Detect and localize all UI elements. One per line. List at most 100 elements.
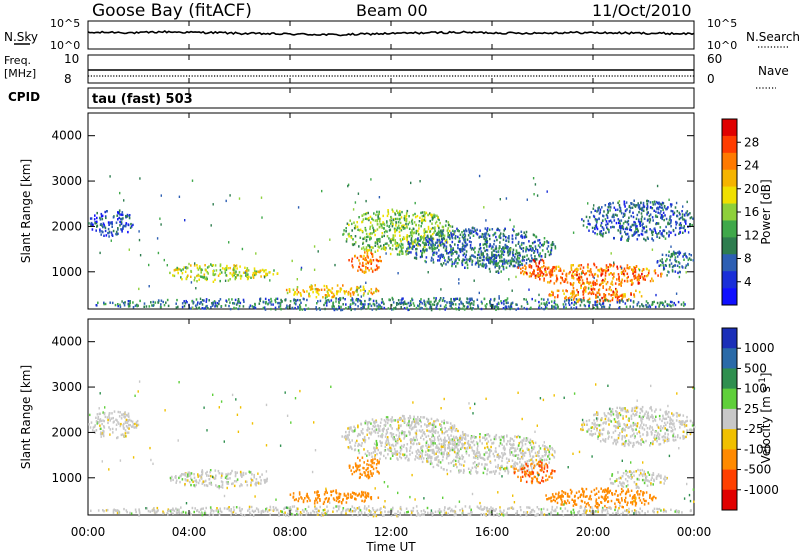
power-cell bbox=[538, 301, 540, 303]
power-cell bbox=[393, 234, 395, 236]
power-cell bbox=[367, 262, 369, 264]
power-cell bbox=[378, 290, 380, 292]
power-cell bbox=[226, 265, 228, 267]
power-cell bbox=[598, 206, 600, 208]
velocity-cell bbox=[464, 460, 466, 462]
power-cell bbox=[348, 233, 350, 235]
power-cell bbox=[508, 235, 510, 237]
power-cell bbox=[551, 274, 553, 276]
power-cell bbox=[614, 294, 616, 296]
power-cell bbox=[603, 215, 605, 217]
power-ytick-label: 4000 bbox=[51, 129, 82, 143]
power-cell bbox=[352, 238, 354, 240]
power-cell bbox=[272, 303, 274, 305]
power-cell bbox=[657, 302, 659, 304]
velocity-cell bbox=[395, 438, 397, 440]
power-cell bbox=[427, 302, 429, 304]
velocity-cell bbox=[458, 454, 460, 456]
power-cell bbox=[315, 288, 317, 290]
power-cell bbox=[660, 226, 662, 228]
power-cell bbox=[325, 300, 327, 302]
power-cell bbox=[128, 224, 130, 226]
power-cell bbox=[389, 229, 391, 231]
power-cell bbox=[389, 225, 391, 227]
power-cell bbox=[385, 249, 387, 251]
power-cell bbox=[601, 234, 603, 236]
power-cell bbox=[497, 270, 499, 272]
power-cell bbox=[397, 244, 399, 246]
power-cell bbox=[447, 236, 449, 238]
power-cell bbox=[270, 308, 272, 310]
power-cell bbox=[455, 235, 457, 237]
power-cell bbox=[518, 241, 520, 243]
power-cell bbox=[228, 305, 230, 307]
velocity-cell bbox=[208, 475, 210, 477]
power-cell bbox=[207, 266, 209, 268]
power-cell bbox=[670, 215, 672, 217]
velocity-cell bbox=[426, 442, 428, 444]
velocity-cell bbox=[420, 430, 422, 432]
power-cell bbox=[370, 263, 372, 265]
velocity-cell bbox=[370, 473, 372, 475]
power-cell bbox=[265, 273, 267, 275]
velocity-cell bbox=[434, 453, 436, 455]
power-cell bbox=[637, 204, 639, 206]
power-cell bbox=[475, 229, 477, 231]
velocity-cell bbox=[443, 453, 445, 455]
velocity-cell bbox=[371, 456, 373, 458]
power-cell bbox=[454, 230, 456, 232]
power-cell bbox=[531, 254, 533, 256]
velocity-cell bbox=[366, 475, 368, 477]
power-cell bbox=[677, 255, 679, 257]
power-cell bbox=[526, 254, 528, 256]
power-cell bbox=[673, 229, 675, 231]
power-cell bbox=[443, 297, 445, 299]
power-cell bbox=[662, 254, 664, 256]
power-cell bbox=[549, 273, 551, 275]
velocity-cell bbox=[420, 437, 422, 439]
velocity-cell bbox=[428, 424, 430, 426]
velocity-cell bbox=[441, 421, 443, 423]
power-cell bbox=[452, 230, 454, 232]
velocity-cell bbox=[413, 442, 415, 444]
power-cell bbox=[589, 223, 590, 225]
power-cell bbox=[410, 304, 412, 306]
power-cell bbox=[381, 298, 383, 300]
power-cell bbox=[229, 272, 231, 274]
power-cell bbox=[375, 290, 377, 292]
power-cell bbox=[206, 301, 208, 303]
power-cell bbox=[655, 272, 657, 274]
power-cell bbox=[451, 235, 453, 237]
power-cell bbox=[529, 275, 531, 277]
power-cell bbox=[406, 253, 408, 255]
power-cell bbox=[637, 214, 639, 216]
velocity-cell bbox=[184, 473, 186, 475]
power-cell bbox=[510, 263, 512, 265]
power-cell bbox=[597, 228, 599, 230]
velocity-cell bbox=[100, 428, 102, 430]
power-cell bbox=[150, 301, 152, 303]
velocity-cell bbox=[370, 464, 372, 466]
velocity-cell bbox=[425, 454, 427, 456]
power-cell bbox=[175, 303, 177, 305]
power-cell bbox=[635, 277, 637, 279]
power-cell bbox=[624, 295, 626, 297]
velocity-cell bbox=[355, 465, 357, 467]
velocity-cell bbox=[355, 462, 357, 464]
power-cell bbox=[376, 219, 378, 221]
power-cell bbox=[609, 209, 611, 211]
velocity-cell bbox=[453, 440, 455, 442]
velocity-cell bbox=[119, 411, 121, 413]
power-cell bbox=[675, 227, 677, 229]
power-cell bbox=[596, 279, 598, 281]
power-cell bbox=[681, 303, 683, 305]
power-cell bbox=[666, 232, 668, 234]
power-cell bbox=[220, 269, 222, 271]
power-cell bbox=[521, 244, 523, 246]
power-cell bbox=[436, 215, 438, 217]
nave-label: Nave bbox=[758, 64, 789, 78]
power-cell bbox=[398, 299, 400, 301]
power-cell bbox=[581, 264, 583, 266]
power-cell bbox=[300, 306, 302, 308]
power-cell bbox=[371, 218, 373, 220]
